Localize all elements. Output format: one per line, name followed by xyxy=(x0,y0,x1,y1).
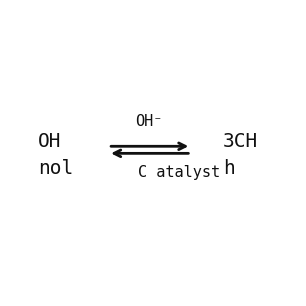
Text: nol: nol xyxy=(38,159,73,178)
Text: h: h xyxy=(223,159,235,178)
Text: OH: OH xyxy=(38,132,62,151)
Text: OH⁻: OH⁻ xyxy=(136,114,163,129)
Text: C atalyst: C atalyst xyxy=(138,165,220,180)
Text: 3CH: 3CH xyxy=(223,132,259,151)
